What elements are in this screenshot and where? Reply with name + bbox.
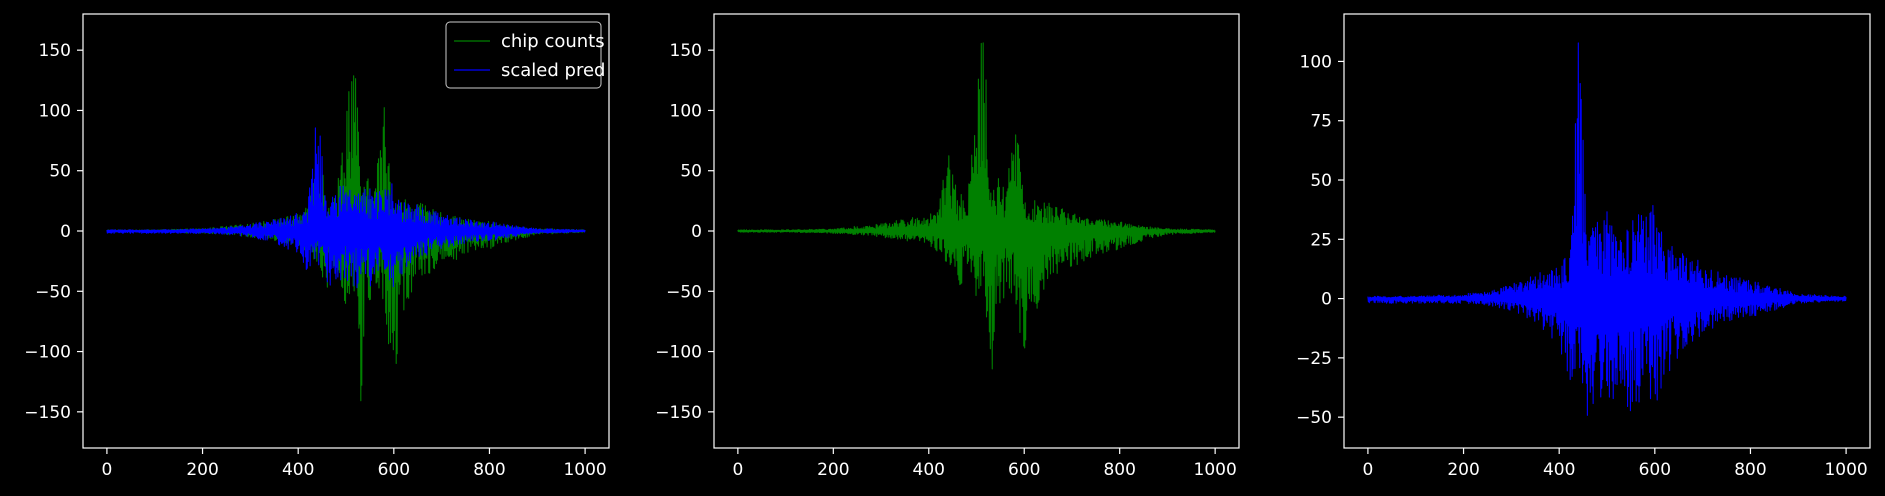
chart-panel-middle: 0 200 400 600 800 1000 −150 −100 −50 0 50 100 150 [655,13,1240,480]
series-line-chip-counts [737,42,1216,370]
y-tick-label: 50 [49,162,71,182]
x-tick-label: 200 [186,460,218,480]
series-line-scaled-pred [1367,42,1847,416]
axes-frame [1343,13,1871,449]
y-tick-label: −50 [35,282,71,302]
x-tick-label: 0 [1362,460,1373,480]
y-tick-label: −100 [24,343,71,363]
y-tick-label: −150 [655,403,702,423]
y-tick-label: 100 [39,101,71,121]
legend-label: chip counts [501,31,605,52]
x-tick-label: 600 [1008,460,1040,480]
y-tick-label: 150 [670,41,702,61]
y-tick-label: 0 [1321,290,1332,310]
x-tick-label: 200 [817,460,849,480]
x-tick-label: 600 [1639,460,1671,480]
y-tick-label: 75 [1310,112,1332,132]
x-tick-label: 400 [913,460,945,480]
y-tick-label: 0 [691,222,702,242]
x-tick-label: 800 [1103,460,1135,480]
x-tick-label: 1000 [1824,460,1867,480]
y-tick-label: −50 [666,282,702,302]
x-tick-label: 200 [1447,460,1479,480]
y-tick-label: 50 [680,162,702,182]
x-tick-label: 1000 [1194,460,1237,480]
y-tick-label: −50 [1296,408,1332,428]
x-tick-label: 400 [282,460,314,480]
y-tick-label: 100 [670,101,702,121]
legend-label: scaled pred [501,60,605,81]
x-tick-label: 800 [473,460,505,480]
y-tick-label: −100 [655,343,702,363]
chart-panel-left: 0 200 400 600 800 1000 −150 −100 −50 0 50 100 150 chi… [24,13,610,480]
y-tick-label: 50 [1310,171,1332,191]
y-tick-label: −25 [1296,349,1332,369]
x-tick-label: 400 [1543,460,1575,480]
legend: chip counts scaled pred [445,21,605,89]
x-tick-label: 1000 [563,460,606,480]
series-line-scaled-pred [106,127,586,289]
x-tick-label: 800 [1734,460,1766,480]
y-tick-label: 150 [39,41,71,61]
chart-panel-right: 0 200 400 600 800 1000 −50 −25 0 25 50 75 100 [1296,13,1871,480]
y-tick-label: 25 [1310,230,1332,250]
y-tick-label: −150 [24,403,71,423]
x-tick-label: 0 [101,460,112,480]
y-tick-label: 100 [1300,52,1332,72]
y-tick-label: 0 [60,222,71,242]
x-tick-label: 600 [378,460,410,480]
x-tick-label: 0 [732,460,743,480]
legend-box [445,21,602,89]
